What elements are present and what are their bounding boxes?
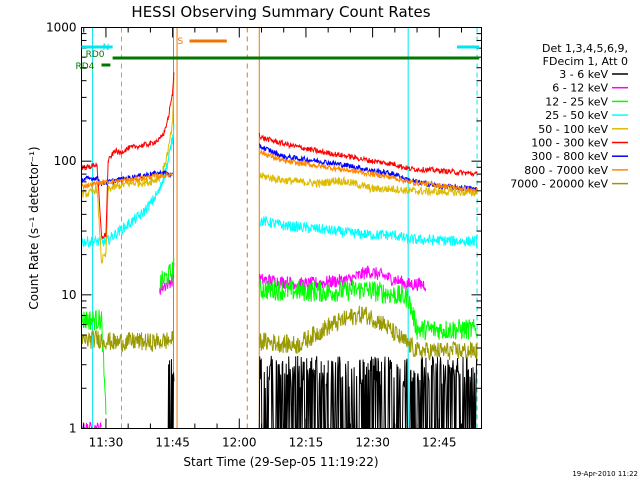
flag-label-rd0: RD0 xyxy=(86,50,105,60)
series-7-segment-1 xyxy=(258,150,478,195)
series-0-segment-1 xyxy=(258,355,478,429)
legend-header-line-2: FDecim 1, Att 0 xyxy=(543,55,628,68)
series-6-segment-0 xyxy=(81,169,173,187)
series-2 xyxy=(81,255,478,415)
flag-bar-rd4: RD4 xyxy=(76,62,111,72)
y-axis: 1 10 100 1000 xyxy=(46,21,482,436)
legend-label-1: 6 - 12 keV xyxy=(552,82,608,95)
legend-label-8: 7000 - 20000 keV xyxy=(510,178,608,191)
x-tick-label-690: 11:30 xyxy=(89,436,124,450)
series-2-segment-1 xyxy=(158,255,175,293)
flag-bar-rd0: RD0 xyxy=(86,50,480,60)
flag-bar-n: N xyxy=(81,43,480,53)
legend-label-3: 25 - 50 keV xyxy=(545,109,608,122)
x-tick-label-750: 12:30 xyxy=(355,436,390,450)
series-5-segment-1 xyxy=(258,132,478,178)
series-7 xyxy=(81,150,478,195)
series-3-segment-0 xyxy=(81,123,175,248)
flag-bar-s: S xyxy=(178,37,227,47)
legend-label-6: 300 - 800 keV xyxy=(531,150,608,163)
y-tick-label-10: 10 xyxy=(61,288,76,302)
legend-label-2: 12 - 25 keV xyxy=(545,95,608,108)
plot-area xyxy=(81,27,478,429)
series-8-segment-1 xyxy=(258,305,478,361)
x-tick-label-705: 11:45 xyxy=(155,436,190,450)
series-8 xyxy=(81,305,478,361)
x-axis-label: Start Time (29-Sep-05 11:19:22) xyxy=(183,455,378,469)
flag-label-s: S xyxy=(178,37,184,47)
series-2-segment-2 xyxy=(258,277,478,341)
series-5 xyxy=(81,72,478,240)
y-tick-label-100: 100 xyxy=(54,154,77,168)
legend-header-line-1: Det 1,3,4,5,6,9, xyxy=(542,42,628,55)
y-axis-label: Count Rate (s⁻¹ detector⁻¹) xyxy=(27,146,41,309)
x-tick-label-765: 12:45 xyxy=(422,436,457,450)
series-0 xyxy=(167,355,478,429)
legend-label-4: 50 - 100 keV xyxy=(538,123,608,136)
flag-label-rd4: RD4 xyxy=(76,62,95,72)
plot-frame xyxy=(81,27,482,429)
chart-title: HESSI Observing Summary Count Rates xyxy=(131,3,430,21)
flag-label-n: N xyxy=(103,43,110,53)
x-tick-label-735: 12:15 xyxy=(289,436,324,450)
series-8-segment-0 xyxy=(81,329,174,353)
y-tick-label-1: 1 xyxy=(69,422,77,436)
series-7-segment-0 xyxy=(81,171,173,191)
x-tick-label-720: 12:00 xyxy=(222,436,257,450)
series-3 xyxy=(81,123,478,248)
legend-label-5: 100 - 300 keV xyxy=(531,137,608,150)
series-3-segment-1 xyxy=(258,216,478,248)
timestamp: 19-Apr-2010 11:22 xyxy=(572,470,638,478)
y-tick-label-1000: 1000 xyxy=(46,21,77,35)
series-4-segment-1 xyxy=(259,172,478,198)
legend-label-7: 800 - 7000 keV xyxy=(524,164,608,177)
x-axis: 11:30 11:45 12:00 12:15 12:30 12:45 xyxy=(83,27,462,450)
series-5-segment-0 xyxy=(81,72,175,240)
legend: Det 1,3,4,5,6,9, FDecim 1, Att 0 3 - 6 k… xyxy=(510,42,628,191)
series-1-segment-0 xyxy=(81,421,102,429)
legend-label-0: 3 - 6 keV xyxy=(559,68,608,81)
series-2-segment-0 xyxy=(81,309,107,415)
